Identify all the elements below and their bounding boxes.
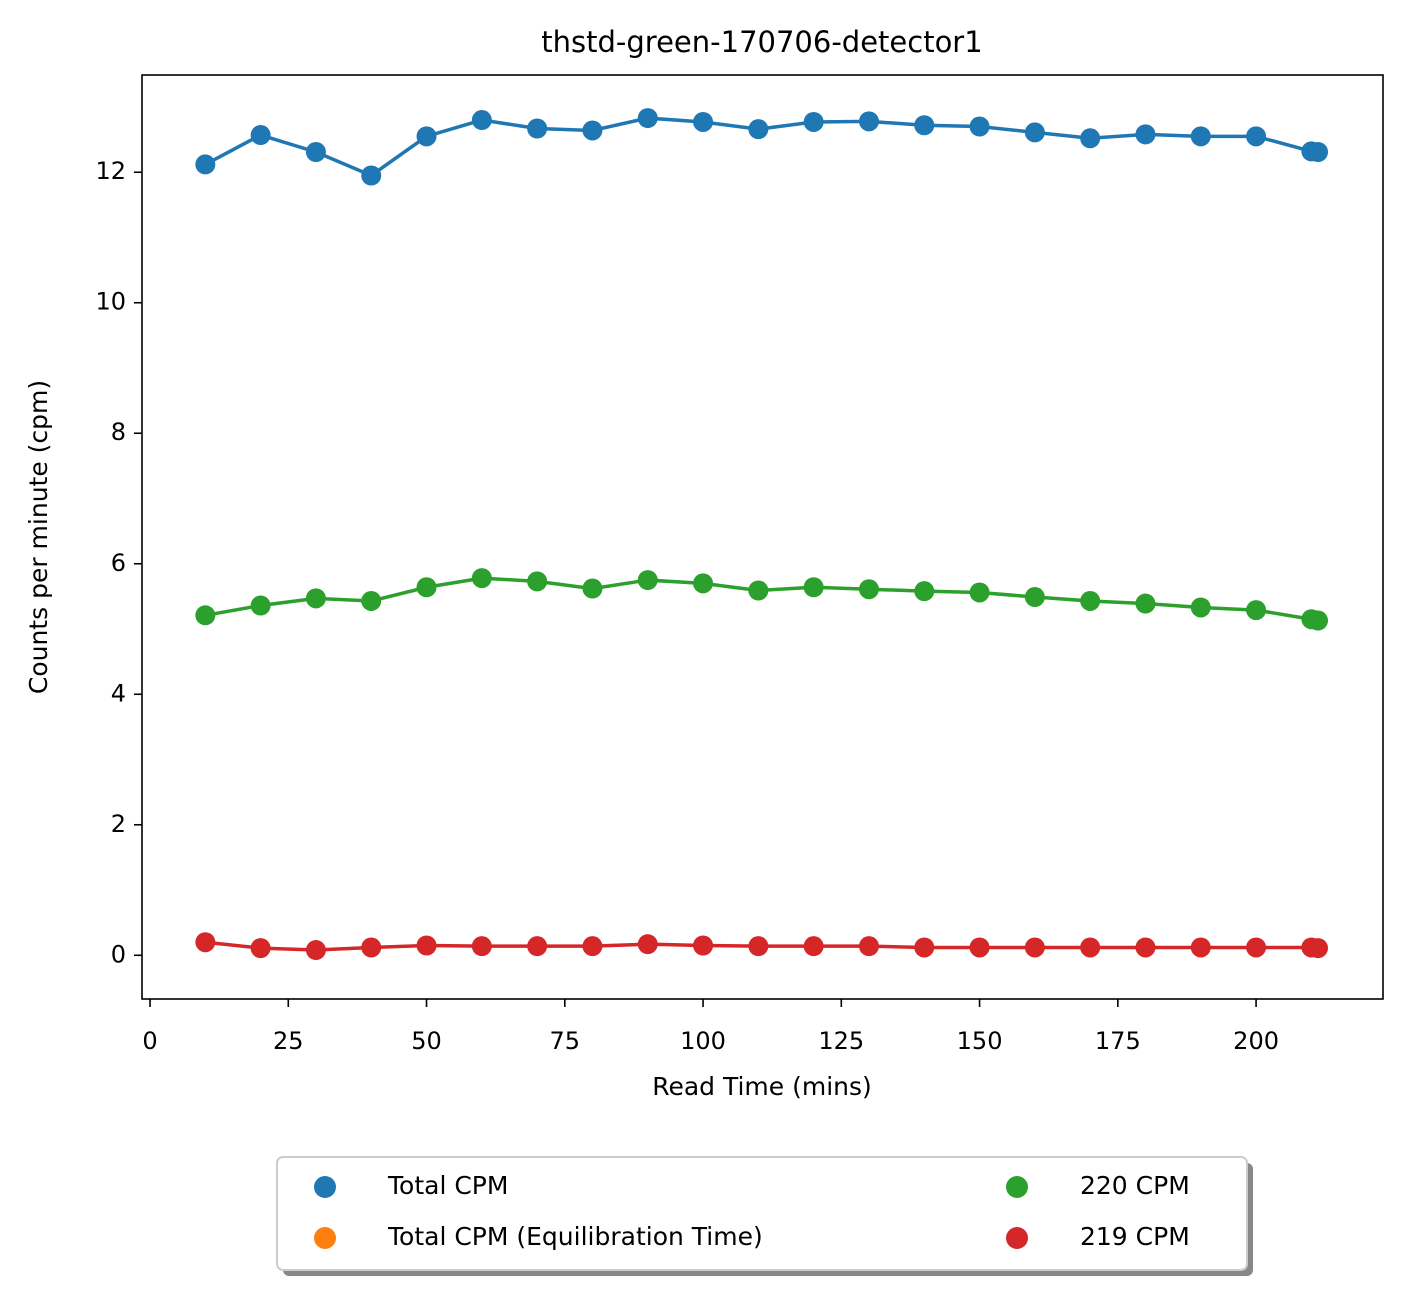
data-point: [969, 116, 990, 137]
data-point: [748, 119, 769, 140]
data-point: [914, 937, 935, 958]
x-tick-label: 125: [818, 1027, 864, 1055]
data-point: [1024, 937, 1045, 958]
data-point: [250, 125, 271, 146]
data-point: [1080, 590, 1101, 611]
data-point: [858, 579, 879, 600]
data-point: [361, 165, 382, 186]
data-point: [527, 118, 548, 139]
y-tick-label: 6: [111, 549, 126, 577]
data-point: [361, 937, 382, 958]
data-point: [1246, 126, 1267, 147]
x-tick-label: 25: [273, 1027, 304, 1055]
data-point: [195, 154, 216, 175]
x-tick-label: 75: [550, 1027, 581, 1055]
data-point: [471, 110, 492, 131]
data-point: [250, 595, 271, 616]
data-point: [858, 936, 879, 957]
data-point: [582, 578, 603, 599]
data-point: [969, 937, 990, 958]
y-tick-label: 0: [111, 940, 126, 968]
data-point: [1080, 128, 1101, 149]
chart-title: thstd-green-170706-detector1: [541, 25, 982, 59]
y-tick-label: 2: [111, 810, 126, 838]
data-point: [637, 570, 658, 591]
legend-marker: [314, 1176, 336, 1198]
data-point: [693, 935, 714, 956]
data-point: [195, 605, 216, 626]
data-point: [416, 577, 437, 598]
series-line: [205, 940, 1319, 952]
data-point: [471, 936, 492, 957]
y-tick-label: 4: [111, 679, 126, 707]
data-point: [1024, 587, 1045, 608]
data-point: [1308, 610, 1329, 631]
data-point: [748, 936, 769, 957]
x-tick-label: 175: [1095, 1027, 1141, 1055]
legend-marker: [1006, 1176, 1028, 1198]
data-point: [803, 111, 824, 132]
data-point: [914, 581, 935, 602]
y-tick-label: 10: [95, 288, 126, 316]
data-point: [1190, 126, 1211, 147]
data-point: [471, 568, 492, 589]
x-axis-label: Read Time (mins): [652, 1072, 872, 1101]
data-point: [1246, 937, 1267, 958]
data-point: [1308, 938, 1329, 959]
plot-frame: [141, 74, 1384, 1000]
x-tick-label: 0: [142, 1027, 157, 1055]
data-point: [416, 935, 437, 956]
legend-label: 220 CPM: [1080, 1171, 1190, 1200]
data-point: [1246, 600, 1267, 621]
data-point: [527, 936, 548, 957]
x-tick-label: 150: [957, 1027, 1003, 1055]
data-point: [305, 588, 326, 609]
series-line: [205, 576, 1319, 623]
data-point: [305, 142, 326, 162]
legend-marker: [1006, 1227, 1028, 1249]
data-point: [1080, 937, 1101, 958]
data-point: [416, 126, 437, 147]
data-point: [527, 571, 548, 592]
data-point: [582, 120, 603, 141]
legend-box: [276, 1156, 1248, 1271]
data-point: [582, 936, 603, 957]
data-point: [637, 934, 658, 955]
series-line: [204, 116, 1319, 178]
y-tick-label: 12: [95, 157, 126, 185]
legend-label: Total CPM: [387, 1171, 508, 1200]
data-point: [858, 111, 879, 132]
data-point: [1135, 937, 1156, 958]
data-point: [693, 573, 714, 594]
data-point: [305, 940, 326, 961]
data-point: [803, 936, 824, 957]
data-point: [1024, 122, 1045, 143]
x-tick-label: 100: [680, 1027, 726, 1055]
data-point: [1135, 124, 1156, 145]
data-point: [1190, 597, 1211, 618]
data-point: [1135, 593, 1156, 614]
data-point: [195, 932, 216, 953]
legend-label: Total CPM (Equilibration Time): [387, 1222, 763, 1251]
data-point: [803, 577, 824, 598]
x-tick-label: 200: [1233, 1027, 1279, 1055]
data-point: [637, 108, 658, 129]
y-axis-label: Counts per minute (cpm): [24, 380, 53, 694]
data-point: [693, 111, 714, 132]
x-tick-label: 50: [411, 1027, 442, 1055]
data-point: [250, 938, 271, 959]
data-point: [1190, 937, 1211, 958]
y-tick-label: 8: [111, 418, 126, 446]
data-point: [748, 580, 769, 601]
data-point: [914, 115, 935, 136]
data-point: [969, 582, 990, 603]
data-point: [361, 590, 382, 611]
legend-marker: [314, 1227, 336, 1249]
data-point: [1308, 142, 1329, 162]
legend-label: 219 CPM: [1080, 1222, 1190, 1251]
